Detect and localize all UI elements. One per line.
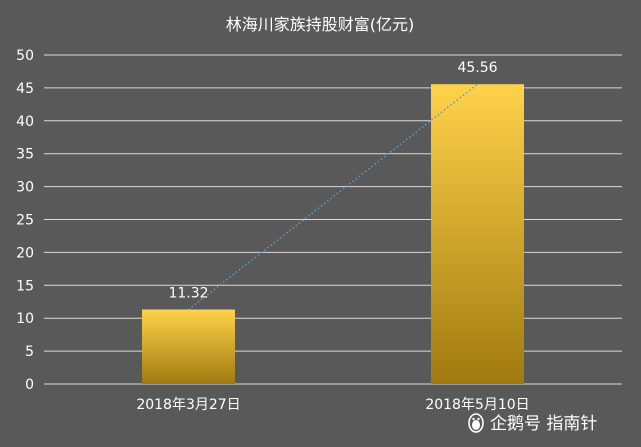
bar <box>142 309 235 384</box>
trendline <box>188 83 478 311</box>
y-tick-label: 10 <box>16 311 34 327</box>
y-axis: 0 5 10 15 20 25 30 35 40 45 50 <box>16 48 34 393</box>
y-tick-label: 50 <box>16 48 34 64</box>
y-tick-label: 15 <box>16 278 34 294</box>
y-tick-label: 45 <box>16 81 34 97</box>
trendline-path <box>188 83 478 311</box>
gridlines <box>44 54 622 385</box>
data-labels: 11.32 45.56 <box>168 60 497 301</box>
x-tick-label: 2018年5月10日 <box>425 397 529 413</box>
data-label: 45.56 <box>457 60 497 76</box>
y-tick-label: 20 <box>16 245 34 261</box>
x-tick-label: 2018年3月27日 <box>136 397 240 413</box>
y-tick-label: 35 <box>16 147 34 163</box>
y-tick-label: 25 <box>16 213 34 229</box>
data-label: 11.32 <box>168 286 208 302</box>
y-tick-label: 0 <box>25 377 34 393</box>
watermark: 企鹅号 指南针 <box>468 413 597 434</box>
penguin-icon <box>468 413 484 433</box>
x-axis: 2018年3月27日 2018年5月10日 <box>136 397 529 413</box>
y-tick-label: 30 <box>16 180 34 196</box>
watermark-text: 企鹅号 指南针 <box>490 414 597 434</box>
y-tick-label: 5 <box>25 344 34 360</box>
y-tick-label: 40 <box>16 114 34 130</box>
bar <box>431 84 524 384</box>
chart-title: 林海川家族持股财富(亿元) <box>226 15 415 34</box>
bars <box>142 84 524 384</box>
